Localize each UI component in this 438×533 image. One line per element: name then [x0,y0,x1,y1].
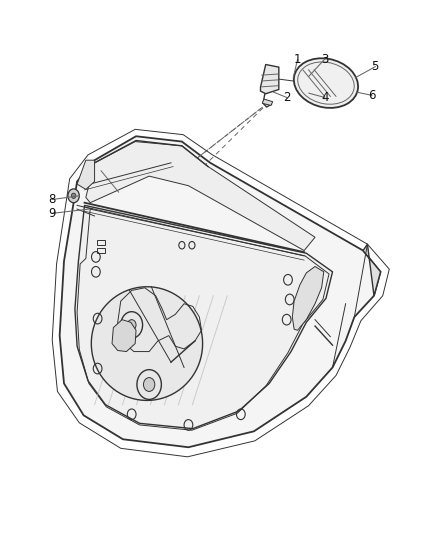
Circle shape [144,377,155,391]
Polygon shape [75,205,332,429]
Polygon shape [112,320,136,352]
Text: 6: 6 [368,89,375,102]
Text: 8: 8 [49,193,56,206]
Circle shape [71,193,76,198]
Polygon shape [261,64,279,94]
Text: 4: 4 [321,91,328,104]
Polygon shape [92,287,203,400]
Text: 2: 2 [283,91,290,104]
Text: 1: 1 [294,53,301,66]
Circle shape [127,320,136,330]
Ellipse shape [294,58,358,108]
Circle shape [68,189,79,203]
Polygon shape [77,160,95,189]
Polygon shape [60,136,381,447]
Text: 5: 5 [371,60,379,73]
Text: 9: 9 [49,207,56,220]
Polygon shape [86,142,315,251]
Polygon shape [262,99,273,106]
Polygon shape [292,266,324,330]
Polygon shape [363,244,381,296]
Text: 3: 3 [321,53,328,66]
